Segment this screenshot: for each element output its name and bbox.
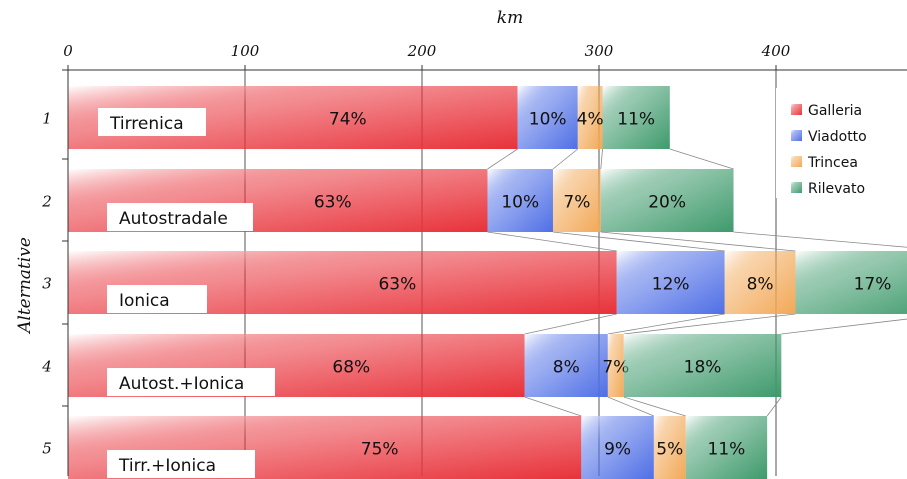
data-label: 17% xyxy=(854,275,892,295)
connector-line xyxy=(600,231,796,252)
data-label: 63% xyxy=(314,193,352,213)
data-label: 11% xyxy=(617,110,655,130)
connector-line xyxy=(487,231,617,252)
axes: 0 100 200 300 400 km Alternative 1 2 3 4 5 xyxy=(15,8,907,476)
route-name-label: Tirrenica xyxy=(109,114,184,134)
bar-trincea-1 xyxy=(577,86,603,149)
data-label: 63% xyxy=(378,275,416,295)
data-label: 10% xyxy=(501,193,539,213)
connector-line xyxy=(623,396,686,417)
x-tick-label: 400 xyxy=(761,42,791,60)
data-label: 8% xyxy=(553,358,580,378)
bar-viadotto-1 xyxy=(517,86,578,149)
connector-line xyxy=(669,148,734,170)
y-tick-label: 5 xyxy=(42,440,52,458)
connector-line xyxy=(552,148,579,170)
connector-line xyxy=(524,313,617,335)
data-label: 11% xyxy=(708,440,746,460)
bar-viadotto-2 xyxy=(487,169,553,232)
x-tick-label: 0 xyxy=(63,42,73,60)
connector-line xyxy=(600,148,603,170)
bar-trincea-3 xyxy=(724,251,796,314)
y-tick-label: 4 xyxy=(41,358,52,376)
connector-line xyxy=(781,318,907,335)
data-label: 68% xyxy=(332,358,370,378)
data-label: 75% xyxy=(361,440,399,460)
bar-trincea-5 xyxy=(653,416,686,479)
y-axis-title: Alternative xyxy=(15,237,35,335)
legend-swatch xyxy=(791,104,802,115)
data-label: 7% xyxy=(602,358,629,378)
bar-rilevato-4 xyxy=(623,334,782,397)
bar-rilevato-1 xyxy=(602,86,670,149)
route-name-label: Ionica xyxy=(119,291,170,311)
x-tick-label: 300 xyxy=(585,42,614,60)
bar-rilevato-2 xyxy=(600,169,734,232)
legend-label: Galleria xyxy=(808,103,862,119)
bar-rilevato-5 xyxy=(685,416,768,479)
connector-line xyxy=(524,396,582,417)
legend: Galleria Viadotto Trincea Rilevato xyxy=(776,88,880,198)
data-label: 5% xyxy=(656,440,683,460)
data-label: 20% xyxy=(648,193,686,213)
route-name-label: Autost.+Ionica xyxy=(119,374,244,394)
legend-label: Rilevato xyxy=(808,181,865,197)
connectors xyxy=(487,148,907,417)
data-label: 9% xyxy=(604,440,631,460)
legend-swatch xyxy=(791,156,802,167)
x-tick-label: 100 xyxy=(231,42,260,60)
route-name-label: Tirr.+Ionica xyxy=(118,456,216,476)
connector-line xyxy=(607,396,655,417)
route-name-box: Autost.+Ionica xyxy=(107,368,275,396)
data-label: 18% xyxy=(684,358,722,378)
data-label: 8% xyxy=(747,275,774,295)
legend-label: Trincea xyxy=(807,155,858,171)
data-label: 10% xyxy=(529,110,567,130)
connector-line xyxy=(607,313,725,335)
data-label: 7% xyxy=(563,193,590,213)
route-name-box: Tirrenica xyxy=(98,108,206,136)
bar-trincea-4 xyxy=(607,334,624,397)
bars: 74% 10% 4% 11% Tirrenica 63% 10% 7% 20% Autostrad… xyxy=(68,86,907,479)
route-name-box: Ionica xyxy=(107,285,207,313)
bar-viadotto-4 xyxy=(524,334,608,397)
connector-line xyxy=(623,313,796,335)
data-label: 74% xyxy=(329,110,367,130)
connector-line xyxy=(487,148,518,170)
y-tick-label: 1 xyxy=(42,110,52,128)
legend-label: Viadotto xyxy=(808,129,867,145)
data-label: 12% xyxy=(652,275,690,295)
legend-swatch xyxy=(791,130,802,141)
route-name-box: Tirr.+Ionica xyxy=(107,450,255,478)
legend-swatch xyxy=(791,182,802,193)
data-label: 4% xyxy=(577,110,604,130)
route-name-box: Autostradale xyxy=(107,203,253,231)
route-name-label: Autostradale xyxy=(119,209,228,229)
bar-viadotto-5 xyxy=(581,416,654,479)
connector-line xyxy=(552,231,725,252)
y-tick-label: 2 xyxy=(41,193,52,211)
connector-line xyxy=(733,231,907,248)
bar-trincea-2 xyxy=(552,169,601,232)
y-tick-label: 3 xyxy=(42,275,52,293)
connector-line xyxy=(766,396,782,417)
bar-rilevato-3 xyxy=(795,251,907,314)
x-axis-title: km xyxy=(497,8,523,28)
x-tick-label: 200 xyxy=(407,42,437,60)
bar-viadotto-3 xyxy=(616,251,725,314)
